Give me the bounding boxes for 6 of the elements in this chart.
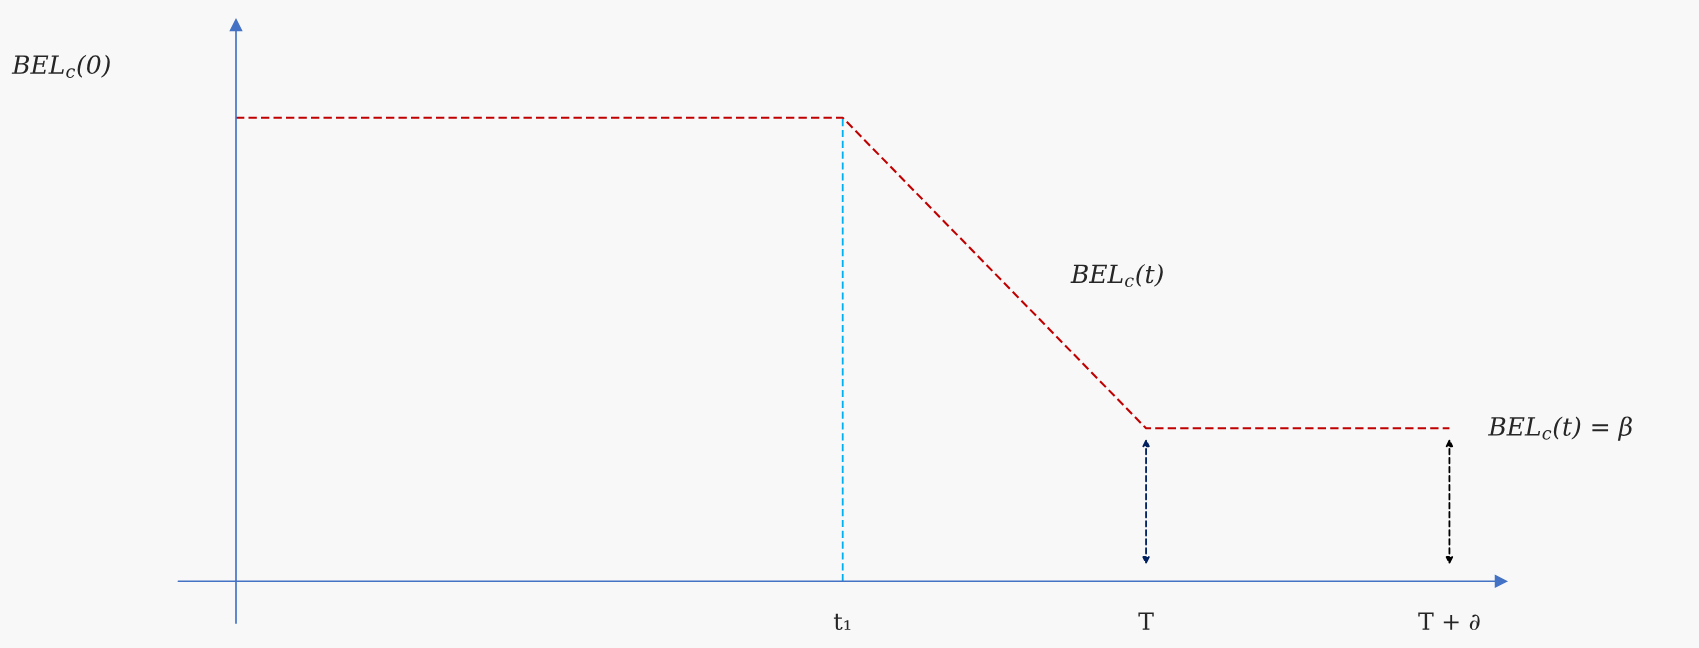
x-tick-label: T + ∂ [1418, 612, 1480, 631]
annotation: BEL$_{c}$(t) = β [1487, 416, 1632, 441]
x-tick-label: T [1138, 612, 1154, 630]
annotation: BEL$_{c}$(t) [1070, 263, 1163, 288]
x-tick-label: t₁ [833, 613, 851, 631]
text: BEL$_{c}$(0) [11, 54, 110, 78]
